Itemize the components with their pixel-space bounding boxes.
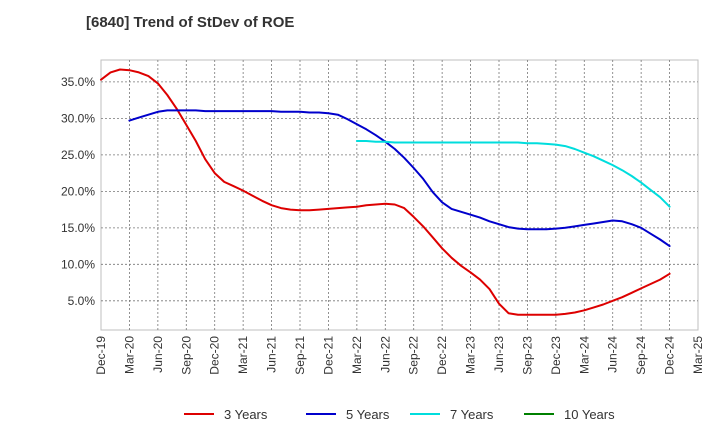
x-tick-label: Sep-21 [293,336,307,375]
x-tick-label: Mar-24 [577,336,591,374]
x-tick-label: Jun-21 [265,336,279,373]
y-tick-label: 5.0% [68,294,96,308]
x-tick-label: Mar-21 [236,336,250,374]
legend-label: 5 Years [346,407,390,422]
x-tick-label: Dec-22 [435,336,449,375]
legend-label: 3 Years [224,407,268,422]
x-tick-label: Dec-21 [321,336,335,375]
x-tick-label: Mar-22 [350,336,364,374]
x-tick-label: Dec-24 [663,336,677,375]
series-line-7-years [355,140,671,208]
y-axis-ticks: 5.0% 10.0% 15.0% 20.0% 25.0% 30.0% 35.0% [61,75,95,308]
x-axis-ticks: Dec-19 Mar-20 Jun-20 Sep-20 Dec-20 Mar-21 Jun-… [94,336,705,375]
legend: 3 Years 5 Years 7 Years 10 Years [184,407,615,422]
y-tick-label: 20.0% [61,184,95,198]
x-tick-label: Dec-20 [208,336,222,375]
series-line-5-years [128,109,671,248]
x-tick-label: Jun-23 [492,336,506,373]
x-tick-label: Mar-23 [464,336,478,374]
x-tick-label: Mar-20 [122,336,136,374]
x-tick-label: Jun-20 [151,336,165,373]
x-tick-label: Sep-23 [520,336,534,375]
y-tick-label: 25.0% [61,148,95,162]
x-tick-label: Dec-23 [549,336,563,375]
series-lines [100,68,671,316]
x-tick-label: Jun-24 [606,336,620,373]
chart-title: [6840] Trend of StDev of ROE [86,14,295,31]
x-tick-label: Sep-24 [634,336,648,375]
legend-label: 7 Years [450,407,494,422]
y-tick-label: 15.0% [61,221,95,235]
x-tick-label: Sep-22 [407,336,421,375]
y-tick-label: 35.0% [61,75,95,89]
plot-area [100,59,699,331]
x-tick-label: Jun-22 [378,336,392,373]
y-tick-label: 10.0% [61,257,95,271]
series-line-3-years [100,68,671,316]
x-tick-label: Sep-20 [179,336,193,375]
y-tick-label: 30.0% [61,111,95,125]
x-tick-label: Mar-25 [691,336,705,374]
legend-label: 10 Years [564,407,615,422]
grid-lines [101,60,698,330]
x-tick-label: Dec-19 [94,336,108,375]
